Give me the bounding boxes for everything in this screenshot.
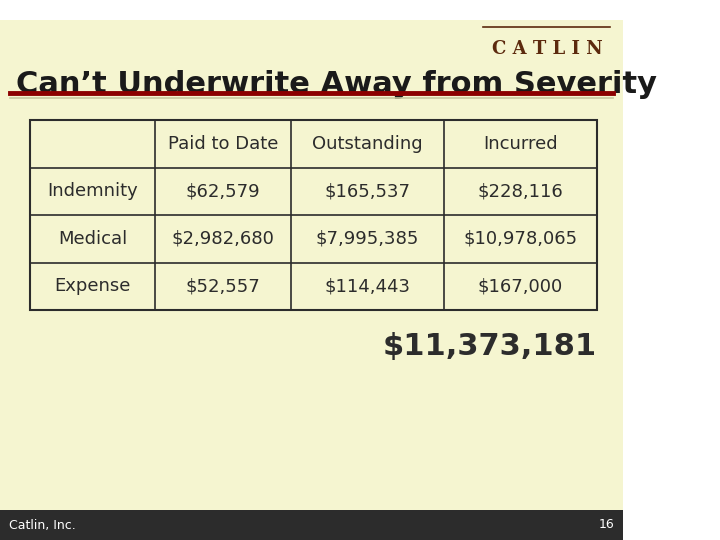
Text: Expense: Expense bbox=[55, 277, 131, 295]
Text: Incurred: Incurred bbox=[483, 135, 558, 153]
FancyBboxPatch shape bbox=[0, 20, 623, 510]
Text: Can’t Underwrite Away from Severity: Can’t Underwrite Away from Severity bbox=[16, 70, 657, 99]
Text: $2,982,680: $2,982,680 bbox=[171, 230, 274, 248]
Text: $10,978,065: $10,978,065 bbox=[464, 230, 577, 248]
Text: $167,000: $167,000 bbox=[478, 277, 563, 295]
Text: 16: 16 bbox=[598, 518, 614, 531]
Text: $165,537: $165,537 bbox=[325, 183, 410, 200]
Text: $228,116: $228,116 bbox=[477, 183, 564, 200]
FancyBboxPatch shape bbox=[0, 510, 623, 540]
Text: $11,373,181: $11,373,181 bbox=[383, 332, 597, 361]
Text: $62,579: $62,579 bbox=[186, 183, 261, 200]
FancyBboxPatch shape bbox=[30, 120, 597, 310]
Text: $114,443: $114,443 bbox=[325, 277, 410, 295]
Text: C A T L I N: C A T L I N bbox=[492, 40, 602, 58]
Text: Paid to Date: Paid to Date bbox=[168, 135, 278, 153]
Text: $7,995,385: $7,995,385 bbox=[316, 230, 419, 248]
Text: Indemnity: Indemnity bbox=[48, 183, 138, 200]
Text: Outstanding: Outstanding bbox=[312, 135, 423, 153]
Text: Medical: Medical bbox=[58, 230, 127, 248]
Text: Catlin, Inc.: Catlin, Inc. bbox=[9, 518, 76, 531]
Text: $52,557: $52,557 bbox=[186, 277, 261, 295]
